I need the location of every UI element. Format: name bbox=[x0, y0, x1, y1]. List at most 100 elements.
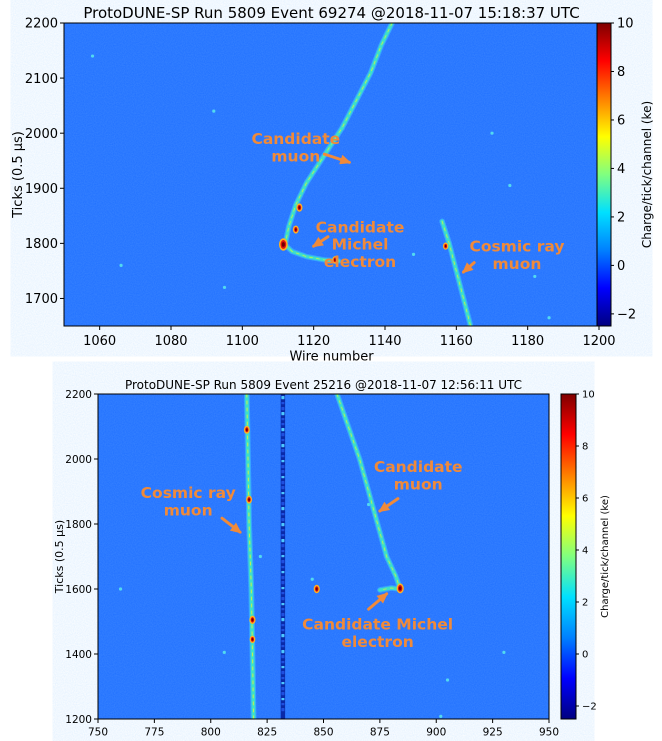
x-tick-label: 1120 bbox=[297, 334, 330, 349]
x-tick-label: 800 bbox=[201, 727, 221, 739]
hotspot-core bbox=[398, 586, 402, 591]
colorbar-gradient-bar bbox=[596, 22, 612, 327]
colorbar-tick-label: 10 bbox=[617, 17, 634, 32]
x-tick-label: 775 bbox=[144, 727, 164, 739]
colorbar-tick-label: −2 bbox=[617, 308, 636, 323]
x-tick-label: 850 bbox=[313, 727, 333, 739]
y-tick-label: 1800 bbox=[25, 237, 58, 252]
dead-channel-pixel bbox=[281, 592, 285, 595]
dead-channel-pixel bbox=[281, 672, 285, 675]
track-2 bbox=[283, 243, 341, 263]
hotspot-core bbox=[251, 618, 254, 622]
annotation-line: Candidate Michel bbox=[302, 616, 453, 634]
y-tick-label: 1200 bbox=[65, 714, 92, 726]
hit-dot bbox=[439, 714, 443, 719]
dead-channel-pixel bbox=[281, 540, 285, 543]
x-tick-label: 1080 bbox=[154, 334, 187, 349]
y-tick-label: 1600 bbox=[65, 584, 92, 596]
dead-channel-pixel bbox=[281, 651, 285, 654]
annotation-arrow-head bbox=[378, 501, 391, 513]
dead-channel-pixel bbox=[281, 423, 285, 426]
dead-channel-pixel bbox=[281, 640, 285, 643]
dead-channel-pixel bbox=[281, 450, 285, 453]
hit-dot bbox=[258, 554, 262, 559]
dead-channel-pixel bbox=[281, 408, 285, 411]
dead-channel-pixel bbox=[281, 508, 285, 511]
hit-dot bbox=[310, 577, 314, 581]
y-tick-label: 2200 bbox=[65, 389, 92, 401]
dead-channel-pixel bbox=[281, 598, 285, 601]
hotspot-core bbox=[294, 228, 297, 231]
hotspot-core bbox=[245, 428, 248, 432]
dead-channel-pixel bbox=[281, 497, 285, 500]
x-tick-label: 875 bbox=[370, 727, 390, 739]
hit-dot bbox=[547, 316, 551, 320]
dead-channel-pixel bbox=[281, 513, 285, 516]
y-tick-label: 2000 bbox=[65, 454, 92, 466]
dead-channel-pixel bbox=[281, 614, 285, 617]
dead-channel-pixel bbox=[281, 434, 285, 437]
dead-channel-pixel bbox=[281, 529, 285, 532]
dead-channel-pixel bbox=[281, 561, 285, 564]
hotspot-core bbox=[298, 206, 301, 209]
dead-channel-pixel bbox=[281, 439, 285, 442]
dead-channel-pixel bbox=[281, 603, 285, 606]
chart-title: ProtoDUNE-SP Run 5809 Event 25216 @2018-… bbox=[125, 378, 522, 392]
x-tick-label: 950 bbox=[539, 727, 559, 739]
hit-dot bbox=[222, 650, 226, 654]
annotation-arrow-head bbox=[461, 262, 474, 274]
dead-channel-pixel bbox=[281, 397, 285, 400]
x-tick-label: 1100 bbox=[226, 334, 259, 349]
hit-dot bbox=[222, 285, 227, 290]
dead-channel-pixel bbox=[281, 656, 285, 659]
annotation-arrow-head bbox=[229, 522, 242, 534]
dead-channel-pixel bbox=[281, 635, 285, 638]
y-tick-label: 1900 bbox=[25, 182, 58, 197]
plot-area bbox=[90, 23, 551, 326]
colorbar-tick-label: 4 bbox=[582, 546, 588, 557]
colorbar-tick-label: −2 bbox=[582, 702, 597, 713]
track-core-3 bbox=[441, 220, 472, 326]
hit-dot bbox=[212, 109, 216, 113]
chart-title: ProtoDUNE-SP Run 5809 Event 69274 @2018-… bbox=[83, 4, 579, 22]
y-tick-label: 1700 bbox=[25, 292, 58, 307]
colorbar: −2 0 2 4 6 8 10 Charge/tick/channel (ke) bbox=[596, 17, 654, 327]
annotation-3: Candidate Michel electron bbox=[302, 592, 453, 651]
hit-dot bbox=[411, 252, 416, 256]
x-axis-label: Wire number bbox=[288, 739, 360, 741]
dead-channel-pixel bbox=[281, 677, 285, 680]
annotation-text: Candidate muon bbox=[251, 130, 340, 165]
dead-channel-pixel bbox=[281, 413, 285, 416]
hotspot-core bbox=[315, 587, 318, 591]
dead-channel-pixel bbox=[281, 418, 285, 421]
colorbar-tick-label: 10 bbox=[582, 390, 595, 401]
colorbar-tick-label: 4 bbox=[617, 162, 625, 177]
dead-channel-pixel bbox=[281, 466, 285, 469]
hotspot-core bbox=[444, 244, 447, 248]
x-tick-label: 1060 bbox=[83, 334, 116, 349]
x-tick-label: 900 bbox=[426, 727, 446, 739]
hit-dot bbox=[508, 183, 512, 188]
dead-channel-pixel bbox=[281, 709, 285, 712]
plot-area bbox=[118, 394, 506, 719]
hit-dot bbox=[445, 678, 450, 682]
annotation-line: muon bbox=[394, 475, 443, 493]
dead-channel-pixel bbox=[281, 492, 285, 495]
dead-channel-pixel bbox=[281, 482, 285, 485]
dead-channel-pixel bbox=[281, 703, 285, 706]
dead-channel-pixel bbox=[281, 487, 285, 490]
colorbar-label: Charge/tick/channel (ke) bbox=[640, 101, 654, 248]
colorbar-tick-label: 8 bbox=[582, 442, 588, 453]
colorbar-tick-label: 2 bbox=[582, 598, 588, 609]
annotation-text: Cosmic ray muon bbox=[469, 238, 564, 273]
dead-channel-pixel bbox=[281, 661, 285, 664]
colorbar-gradient-bar bbox=[560, 393, 577, 720]
track-core-1 bbox=[246, 394, 255, 719]
dead-channel-pixel bbox=[281, 682, 285, 685]
dead-channel-pixel bbox=[281, 460, 285, 463]
annotation-line: electron bbox=[324, 253, 396, 271]
x-tick-label: 825 bbox=[257, 727, 277, 739]
dead-channel-pixel bbox=[281, 402, 285, 405]
